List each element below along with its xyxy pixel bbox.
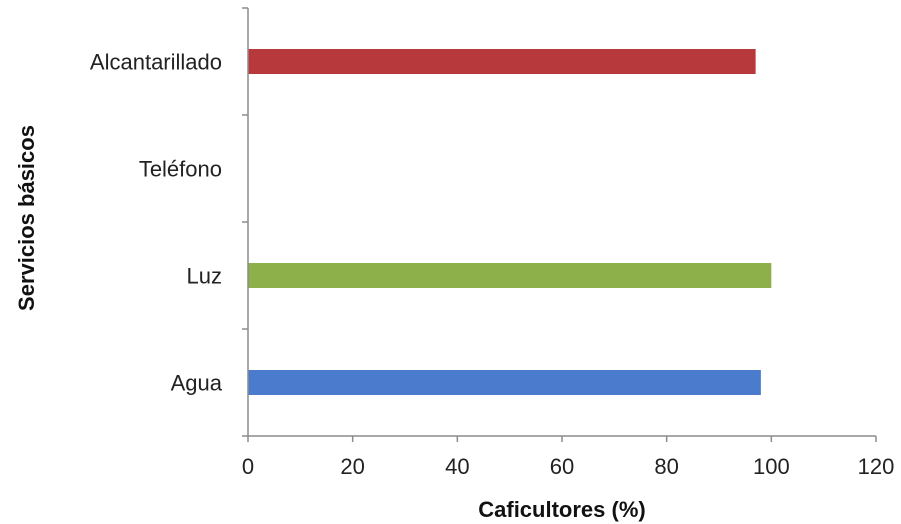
bar-alcantarillado	[248, 49, 756, 74]
x-tick-label-100: 100	[753, 454, 790, 479]
category-label-telefono: Teléfono	[139, 157, 222, 182]
y-axis-title: Servicios básicos	[14, 125, 39, 311]
x-tick-label-0: 0	[242, 454, 254, 479]
x-tick-label-120: 120	[858, 454, 895, 479]
x-tick-label-20: 20	[340, 454, 364, 479]
bars-group	[248, 49, 772, 395]
x-axis-title: Caficultores (%)	[478, 497, 645, 522]
x-tick-label-80: 80	[654, 454, 678, 479]
axes-group	[242, 7, 877, 442]
bar-luz	[248, 263, 772, 288]
category-labels: Alcantarillado Teléfono Luz Agua	[90, 50, 223, 396]
category-label-luz: Luz	[187, 264, 222, 289]
category-label-agua: Agua	[171, 371, 223, 396]
category-label-alcantarillado: Alcantarillado	[90, 50, 222, 75]
x-tick-label-40: 40	[445, 454, 469, 479]
x-tick-label-60: 60	[550, 454, 574, 479]
x-tick-labels: 0 20 40 60 80 100 120	[242, 454, 894, 479]
bar-agua	[248, 370, 761, 395]
